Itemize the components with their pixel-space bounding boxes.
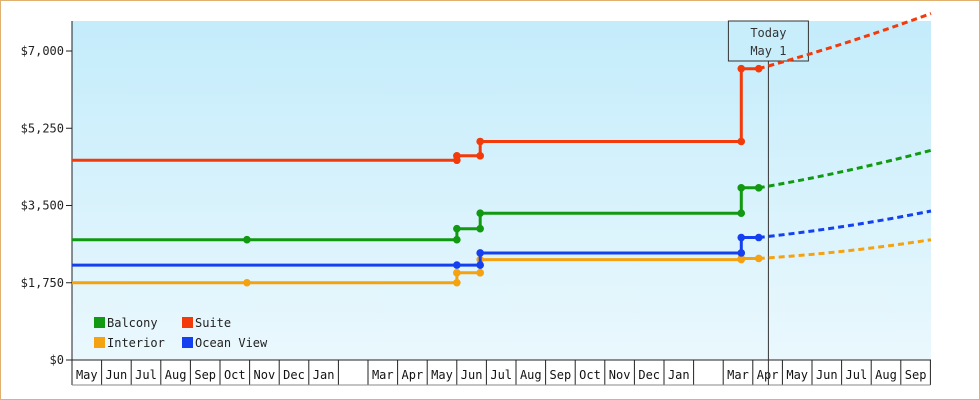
month-label: Apr (757, 368, 779, 382)
legend-label: Ocean View (195, 336, 268, 350)
data-point (476, 224, 484, 233)
data-point (453, 152, 461, 160)
month-label: Aug (875, 368, 897, 382)
legend-swatch (182, 337, 193, 348)
legend-label: Balcony (107, 316, 158, 330)
month-label: Apr (402, 368, 424, 382)
month-label: Nov (254, 368, 276, 382)
series-forecast-interior (758, 238, 932, 260)
series-forecast-suite (758, 12, 932, 71)
month-label: Sep (194, 368, 216, 382)
data-point (476, 137, 484, 146)
data-point (476, 152, 484, 160)
month-label: Mar (372, 368, 394, 382)
data-point (737, 137, 746, 146)
month-label: Sep (550, 368, 572, 382)
data-point (453, 235, 461, 244)
data-point (476, 209, 484, 218)
month-label: Dec (638, 368, 660, 382)
data-point (243, 278, 251, 287)
data-point (737, 249, 746, 257)
month-label: Nov (609, 368, 631, 382)
data-point (754, 64, 763, 73)
legend-swatch (94, 337, 105, 348)
legend-swatch (182, 317, 193, 328)
legend-label: Suite (195, 316, 231, 330)
plot-area (72, 21, 931, 360)
month-label: Jun (106, 368, 128, 382)
month-label: Sep (905, 368, 927, 382)
data-point (737, 233, 746, 242)
data-point (754, 233, 763, 242)
data-point (476, 269, 484, 277)
month-label: Aug (165, 368, 187, 382)
data-point (453, 261, 461, 269)
month-label: Jul (490, 368, 512, 382)
data-point (453, 278, 461, 287)
month-label: Jul (846, 368, 868, 382)
today-label: Today (750, 26, 786, 40)
y-tick-label: $1,750 (21, 276, 64, 290)
month-label: May (786, 368, 808, 382)
month-label: Dec (283, 368, 305, 382)
month-label: Jan (313, 368, 335, 382)
series-forecast-balcony (758, 148, 932, 190)
data-point (737, 184, 746, 192)
month-label: Jun (816, 368, 838, 382)
today-date: May 1 (750, 44, 786, 58)
month-label: May (431, 368, 453, 382)
legend-label: Interior (107, 336, 165, 350)
data-point (453, 269, 461, 277)
month-label: Aug (520, 368, 542, 382)
today-box (727, 20, 809, 62)
data-point (476, 261, 484, 269)
data-point (754, 184, 763, 192)
data-point (737, 64, 746, 73)
month-label: Mar (727, 368, 749, 382)
data-point (453, 224, 461, 233)
month-label: May (76, 368, 98, 382)
data-point (737, 254, 746, 263)
data-point (754, 254, 763, 263)
data-point (243, 235, 251, 244)
y-tick-label: $7,000 (21, 44, 64, 58)
month-label: Oct (224, 368, 246, 382)
y-tick-label: $0 (50, 353, 64, 367)
data-point (476, 249, 484, 257)
month-label: Oct (579, 368, 601, 382)
y-tick-label: $3,500 (21, 199, 64, 213)
y-tick-label: $5,250 (21, 121, 64, 135)
data-point (737, 209, 746, 218)
legend-swatch (94, 317, 105, 328)
month-label: Jan (668, 368, 690, 382)
series-forecast-ocean-view (758, 209, 932, 239)
month-label: Jul (135, 368, 157, 382)
month-label: Jun (461, 368, 483, 382)
